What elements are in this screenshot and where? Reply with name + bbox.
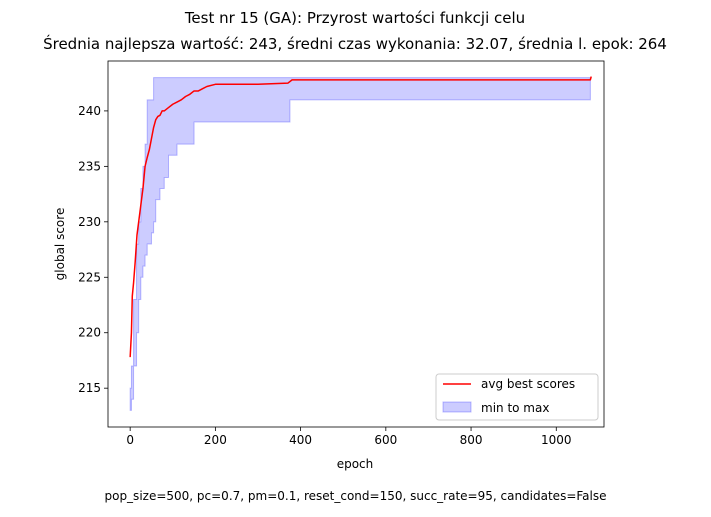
x-tick-label: 200 bbox=[204, 433, 227, 447]
legend-label-band: min to max bbox=[481, 401, 549, 415]
x-axis-label: epoch bbox=[337, 457, 374, 471]
chart-title: Test nr 15 (GA): Przyrost wartości funkc… bbox=[184, 9, 525, 27]
x-tick-label: 600 bbox=[374, 433, 397, 447]
legend-frame bbox=[435, 373, 599, 421]
chart-subtitle: Średnia najlepsza wartość: 243, średni c… bbox=[43, 34, 667, 53]
y-tick-label: 235 bbox=[78, 159, 101, 173]
x-tick-label: 0 bbox=[126, 433, 134, 447]
y-axis-label: global score bbox=[53, 208, 67, 281]
y-tick-label: 240 bbox=[78, 104, 101, 118]
y-tick-label: 220 bbox=[78, 326, 101, 340]
y-tick-label: 230 bbox=[78, 215, 101, 229]
y-tick-label: 215 bbox=[78, 381, 101, 395]
x-tick-label: 1000 bbox=[541, 433, 572, 447]
legend: avg best scores min to max bbox=[435, 373, 599, 421]
parameters-footer: pop_size=500, pc=0.7, pm=0.1, reset_cond… bbox=[104, 489, 607, 503]
avg-best-scores-line bbox=[129, 76, 592, 358]
x-tick-label: 400 bbox=[289, 433, 312, 447]
min-max-band bbox=[129, 77, 591, 411]
axes-frame bbox=[107, 60, 605, 428]
legend-band-swatch bbox=[442, 401, 472, 413]
x-tick-label: 800 bbox=[460, 433, 483, 447]
plot-area bbox=[129, 76, 592, 411]
axes: 0 200 400 600 800 1000 215 220 225 230 235 240 bbox=[78, 60, 605, 447]
y-tick-label: 225 bbox=[78, 270, 101, 284]
legend-label-avg: avg best scores bbox=[481, 377, 575, 391]
